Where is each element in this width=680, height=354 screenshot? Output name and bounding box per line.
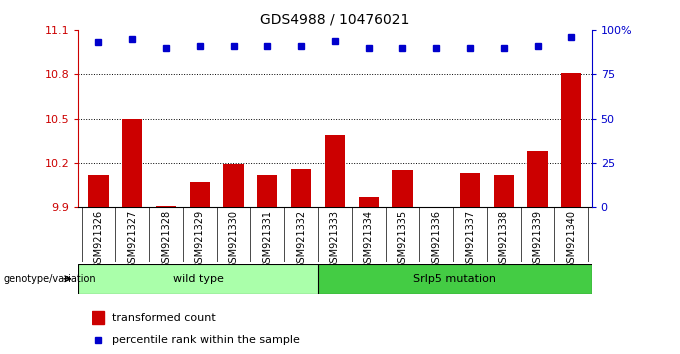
Bar xyxy=(528,151,547,207)
Text: GSM921330: GSM921330 xyxy=(228,210,239,269)
Bar xyxy=(92,311,104,324)
Text: GSM921339: GSM921339 xyxy=(532,210,543,269)
Text: GSM921338: GSM921338 xyxy=(499,210,509,269)
Text: GSM921327: GSM921327 xyxy=(127,210,137,269)
Bar xyxy=(122,119,142,207)
Bar xyxy=(88,175,109,207)
Bar xyxy=(561,73,581,207)
Text: GSM921335: GSM921335 xyxy=(397,210,407,269)
Bar xyxy=(494,175,514,207)
Bar xyxy=(257,175,277,207)
Text: GSM921328: GSM921328 xyxy=(161,210,171,269)
Bar xyxy=(190,182,210,207)
Text: wild type: wild type xyxy=(173,274,224,284)
Text: percentile rank within the sample: percentile rank within the sample xyxy=(112,335,300,346)
Bar xyxy=(358,197,379,207)
Bar xyxy=(224,164,243,207)
Bar xyxy=(156,206,176,207)
Bar xyxy=(460,173,480,207)
Text: GSM921329: GSM921329 xyxy=(194,210,205,269)
Bar xyxy=(78,264,318,294)
Text: GSM921326: GSM921326 xyxy=(93,210,103,269)
Bar xyxy=(325,135,345,207)
Text: GSM921332: GSM921332 xyxy=(296,210,306,269)
Text: GSM921336: GSM921336 xyxy=(431,210,441,269)
Text: Srlp5 mutation: Srlp5 mutation xyxy=(413,274,496,284)
Text: transformed count: transformed count xyxy=(112,313,216,322)
Text: GSM921333: GSM921333 xyxy=(330,210,340,269)
Text: GSM921331: GSM921331 xyxy=(262,210,273,269)
Text: genotype/variation: genotype/variation xyxy=(3,274,96,284)
Title: GDS4988 / 10476021: GDS4988 / 10476021 xyxy=(260,12,409,26)
Text: GSM921334: GSM921334 xyxy=(364,210,374,269)
Bar xyxy=(318,264,592,294)
Text: GSM921337: GSM921337 xyxy=(465,210,475,269)
Text: GSM921340: GSM921340 xyxy=(566,210,577,269)
Bar xyxy=(291,169,311,207)
Bar xyxy=(392,170,413,207)
